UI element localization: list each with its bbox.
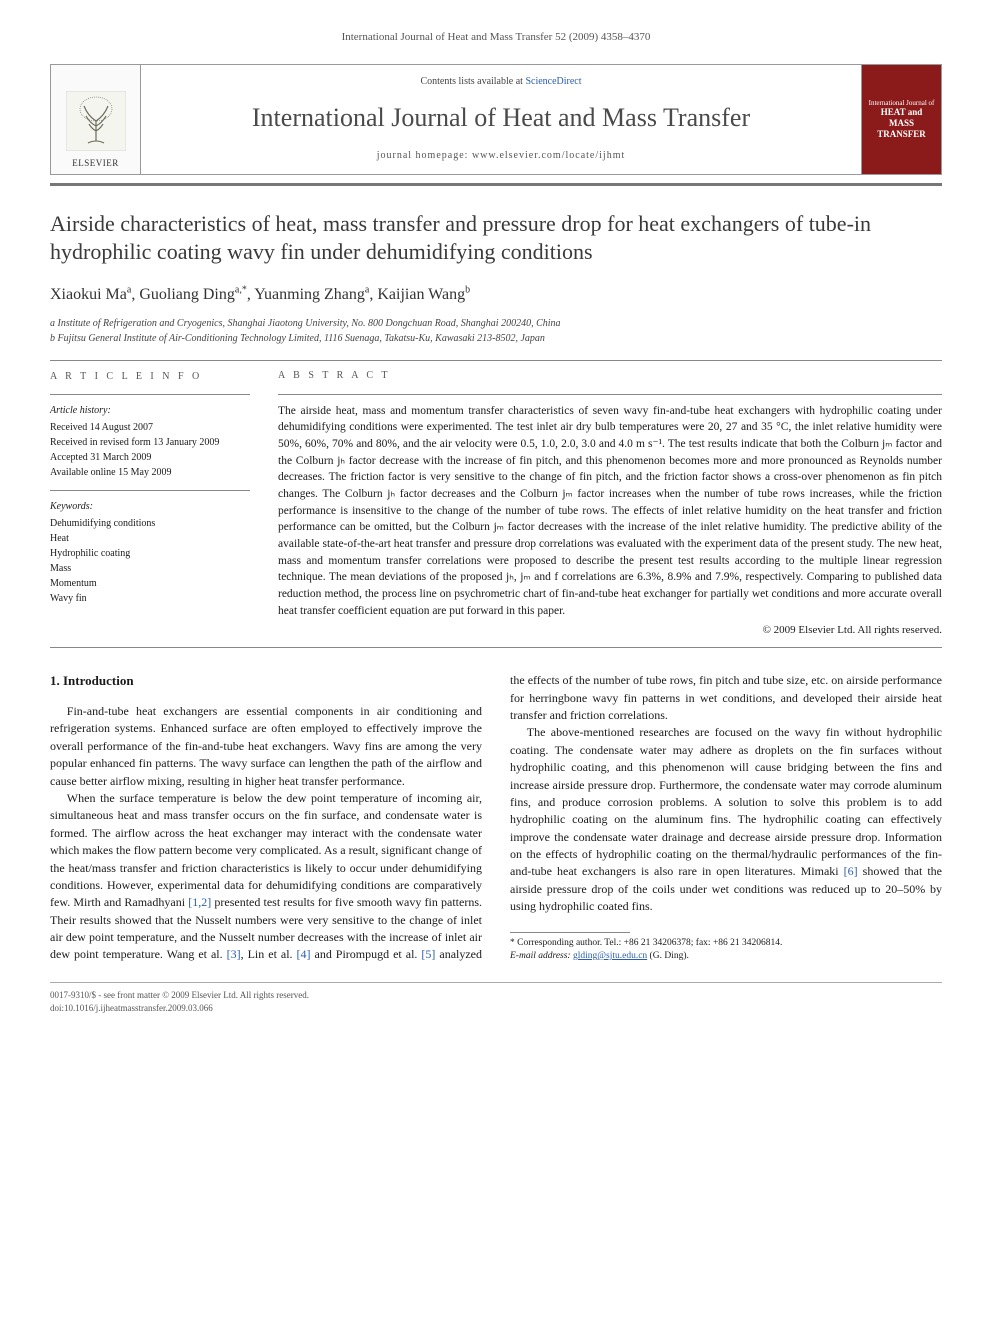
history-revised: Received in revised form 13 January 2009 xyxy=(50,435,250,450)
ref-link-5[interactable]: [5] xyxy=(421,947,435,961)
info-top-rule xyxy=(50,360,942,361)
keyword: Wavy fin xyxy=(50,591,250,606)
body-text: 1. Introduction Fin-and-tube heat exchan… xyxy=(50,672,942,964)
abstract-copyright: © 2009 Elsevier Ltd. All rights reserved… xyxy=(278,623,942,639)
p4-text-a: The above-mentioned researches are focus… xyxy=(510,725,942,878)
keyword: Hydrophilic coating xyxy=(50,546,250,561)
journal-cover-thumb: International Journal of HEAT and MASS T… xyxy=(861,65,941,174)
history-online: Available online 15 May 2009 xyxy=(50,465,250,480)
article-info-column: A R T I C L E I N F O Article history: R… xyxy=(50,369,250,639)
homepage-url[interactable]: www.elsevier.com/locate/ijhmt xyxy=(472,150,625,161)
intro-para-1: Fin-and-tube heat exchangers are essenti… xyxy=(50,703,482,790)
affiliation-b: b Fujitsu General Institute of Air-Condi… xyxy=(50,331,942,346)
abstract-heading: A B S T R A C T xyxy=(278,369,942,384)
doi-line: doi:10.1016/j.ijheatmasstransfer.2009.03… xyxy=(50,1002,309,1015)
ref-link-4[interactable]: [4] xyxy=(297,947,311,961)
corresponding-author-footnote: * Corresponding author. Tel.: +86 21 342… xyxy=(510,937,942,964)
p2-text-a: When the surface temperature is below th… xyxy=(50,791,482,909)
article-info-heading: A R T I C L E I N F O xyxy=(50,369,250,384)
keywords-label: Keywords: xyxy=(50,499,250,514)
homepage-prefix: journal homepage: xyxy=(377,150,472,161)
author-list: Xiaokui Maa, Guoliang Dinga,*, Yuanming … xyxy=(50,283,942,306)
footnote-rule xyxy=(510,932,630,933)
ref-link-3[interactable]: [3] xyxy=(227,947,241,961)
publisher-logo-box: ELSEVIER xyxy=(51,65,141,174)
elsevier-tree-icon xyxy=(66,91,126,151)
abstract-column: A B S T R A C T The airside heat, mass a… xyxy=(278,369,942,639)
email-who: (G. Ding). xyxy=(650,951,689,961)
abstract-text: The airside heat, mass and momentum tran… xyxy=(278,403,942,620)
abstract-bottom-rule xyxy=(50,647,942,648)
keyword: Momentum xyxy=(50,576,250,591)
journal-title: International Journal of Heat and Mass T… xyxy=(252,99,750,137)
p3-text-c: and Pirompugd et al. xyxy=(311,947,422,961)
banner-rule xyxy=(50,183,942,186)
page-footer: 0017-9310/$ - see front matter © 2009 El… xyxy=(50,982,942,1015)
journal-banner: ELSEVIER Contents lists available at Sci… xyxy=(50,64,942,175)
keyword: Mass xyxy=(50,561,250,576)
cover-line2: HEAT and MASS xyxy=(868,107,935,129)
history-accepted: Accepted 31 March 2009 xyxy=(50,450,250,465)
intro-para-4: The above-mentioned researches are focus… xyxy=(510,724,942,915)
email-label: E-mail address: xyxy=(510,951,571,961)
section-1-heading: 1. Introduction xyxy=(50,672,482,691)
elsevier-label: ELSEVIER xyxy=(72,157,119,170)
cover-line1: International Journal of xyxy=(868,99,935,107)
p3-text-b: , Lin et al. xyxy=(241,947,297,961)
keyword: Heat xyxy=(50,531,250,546)
running-header: International Journal of Heat and Mass T… xyxy=(50,30,942,46)
ref-link-1-2[interactable]: [1,2] xyxy=(188,895,211,909)
journal-homepage-line: journal homepage: www.elsevier.com/locat… xyxy=(377,149,626,164)
history-received: Received 14 August 2007 xyxy=(50,420,250,435)
keyword: Dehumidifying conditions xyxy=(50,516,250,531)
cover-line3: TRANSFER xyxy=(868,129,935,140)
corr-email-link[interactable]: glding@sjtu.edu.cn xyxy=(573,951,647,961)
contents-available-line: Contents lists available at ScienceDirec… xyxy=(420,75,581,90)
affiliation-a: a Institute of Refrigeration and Cryogen… xyxy=(50,316,942,331)
contents-prefix: Contents lists available at xyxy=(420,76,525,87)
ref-link-6[interactable]: [6] xyxy=(844,864,858,878)
front-matter-line: 0017-9310/$ - see front matter © 2009 El… xyxy=(50,989,309,1002)
history-label: Article history: xyxy=(50,403,250,418)
affiliations: a Institute of Refrigeration and Cryogen… xyxy=(50,316,942,346)
article-title: Airside characteristics of heat, mass tr… xyxy=(50,210,942,267)
corr-author-line: * Corresponding author. Tel.: +86 21 342… xyxy=(510,937,942,950)
sciencedirect-link[interactable]: ScienceDirect xyxy=(525,76,581,87)
banner-center: Contents lists available at ScienceDirec… xyxy=(141,65,861,174)
